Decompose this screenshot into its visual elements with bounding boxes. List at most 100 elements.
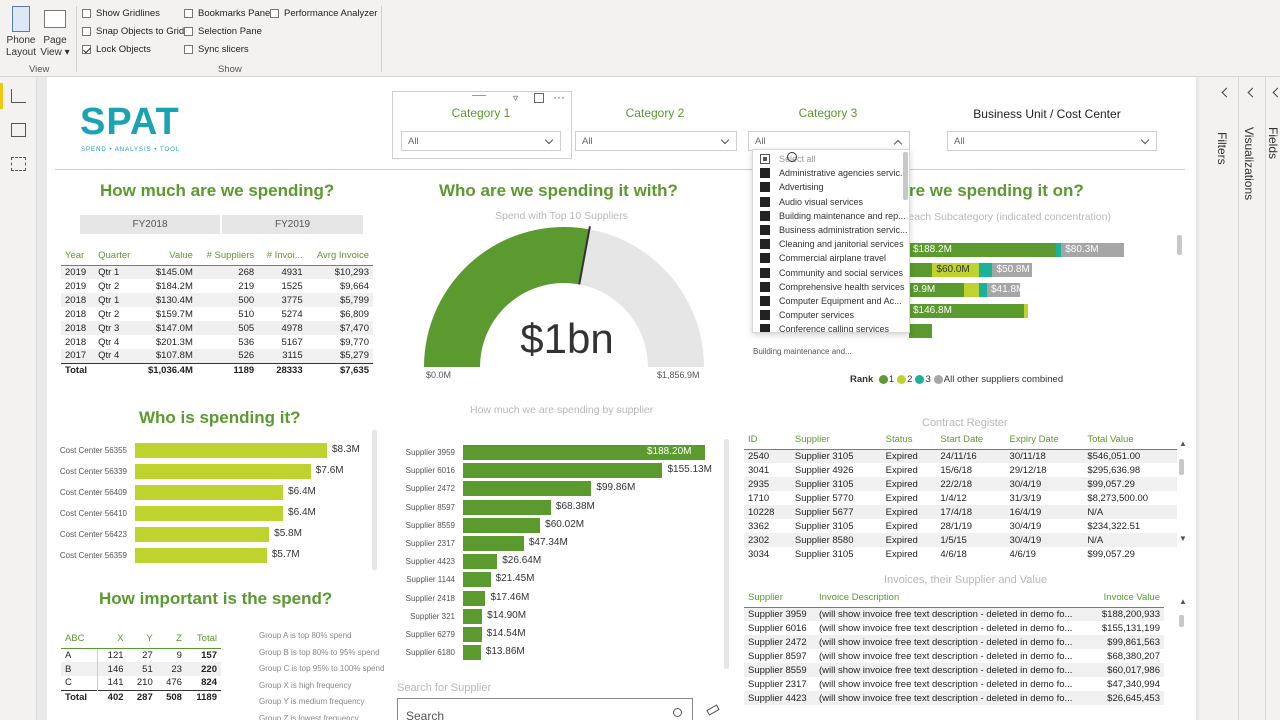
visualizations-pane-tab[interactable]: Visualizations	[1242, 127, 1256, 201]
table-row[interactable]: 2018 Qtr 2 $159.7M 510 5274 $6,809	[61, 307, 373, 321]
bar[interactable]	[463, 572, 491, 588]
bar[interactable]	[463, 499, 551, 515]
stacked-bar-segment[interactable]: 9.9M	[909, 283, 964, 298]
fy2018-button[interactable]: FY2018	[80, 215, 220, 234]
category3-option[interactable]: Computer services	[760, 310, 909, 321]
table-row[interactable]: 2935 Supplier 3105 Expired 22/2/18 30/4/19 $9…	[744, 477, 1177, 491]
stacked-bar-segment[interactable]: $60.0M	[932, 263, 980, 278]
column-header[interactable]: Start Date	[936, 431, 1006, 450]
show-gridlines-checkbox[interactable]: Show Gridlines	[82, 8, 160, 19]
scrollbar[interactable]	[724, 439, 729, 669]
category3-option[interactable]: Business administration servic...	[760, 225, 909, 235]
category3-option[interactable]: Cleaning and janitorial services	[760, 239, 909, 250]
stacked-bar-segment[interactable]: $146.8M	[909, 303, 1024, 318]
category3-option[interactable]: Administrative agencies servic...	[760, 168, 909, 179]
table-row[interactable]: 2018 Qtr 1 $130.4M 500 3775 $5,799	[61, 293, 373, 307]
category3-dropdown[interactable]: All	[748, 131, 910, 151]
bar[interactable]	[463, 517, 541, 533]
stacked-bar-segment[interactable]	[909, 323, 933, 338]
category3-option[interactable]: Audio visual services	[760, 196, 909, 207]
scroll-up-icon[interactable]: ▲	[1179, 597, 1187, 606]
eraser-icon[interactable]	[706, 704, 720, 716]
category1-dropdown[interactable]: All	[401, 131, 561, 151]
table-row[interactable]: B 146 51 23 220	[61, 662, 221, 676]
bar[interactable]	[463, 445, 705, 460]
bar[interactable]	[463, 645, 481, 661]
performance-analyzer-checkbox[interactable]: Performance Analyzer	[270, 8, 377, 19]
stacked-bar-segment[interactable]	[909, 263, 933, 278]
page-view-button[interactable]: Page View ▾	[38, 6, 72, 59]
table-row[interactable]: 3362 Supplier 3105 Expired 28/1/19 30/4/19 $2…	[744, 519, 1177, 533]
fy2019-button[interactable]: FY2019	[222, 215, 363, 234]
category3-option[interactable]: Select all	[760, 154, 909, 164]
category3-option[interactable]: Computer Equipment and Ac...	[760, 296, 909, 306]
column-header[interactable]: ID	[744, 431, 791, 450]
column-header[interactable]: # Invoi...	[258, 247, 307, 266]
column-header[interactable]: X	[97, 630, 128, 649]
stacked-bar-segment[interactable]: $80.3M	[1061, 243, 1124, 257]
column-header[interactable]: Avrg Invoice	[306, 247, 373, 266]
table-row[interactable]: 2017 Qtr 4 $107.8M 526 3115 $5,279	[61, 349, 373, 363]
column-header[interactable]: Quarter	[94, 247, 139, 266]
snap-to-grid-checkbox[interactable]: Snap Objects to Grid	[82, 26, 184, 37]
scroll-down-icon[interactable]: ▼	[1179, 534, 1187, 543]
model-view-icon[interactable]	[11, 157, 26, 171]
table-row[interactable]: 3041 Supplier 4926 Expired 15/6/18 29/12/18 $…	[744, 463, 1177, 477]
bar[interactable]	[463, 536, 524, 551]
bar[interactable]	[463, 590, 486, 606]
category3-option[interactable]: Building maintenance and rep...	[760, 210, 909, 221]
stacked-bar-segment[interactable]: $50.8M	[992, 263, 1033, 278]
phone-layout-button[interactable]: Phone Layout	[4, 6, 38, 59]
table-row[interactable]: 2302 Supplier 8580 Expired 1/5/15 30/4/19 N/A	[744, 533, 1177, 547]
bar[interactable]	[135, 548, 267, 563]
scrollbar[interactable]	[1179, 459, 1184, 475]
supplier-search-input[interactable]: Search	[397, 698, 693, 720]
bar[interactable]	[463, 608, 483, 624]
stacked-bar-segment[interactable]	[1055, 243, 1062, 257]
table-row[interactable]: Supplier 3959 (will show invoice free tex…	[744, 607, 1164, 621]
column-header[interactable]: Invoice Value	[1093, 589, 1164, 608]
column-header[interactable]: Total	[185, 630, 221, 649]
column-header[interactable]: Status	[881, 431, 937, 450]
selection-pane-checkbox[interactable]: Selection Pane	[184, 26, 262, 37]
bar[interactable]	[463, 481, 592, 497]
column-header[interactable]: Expiry Date	[1005, 431, 1084, 450]
table-row[interactable]: 2540 Supplier 3105 Expired 24/11/16 30/11/18…	[744, 449, 1177, 463]
category3-option[interactable]: Comprehensive health services	[760, 281, 909, 292]
bar[interactable]	[135, 464, 311, 479]
table-row[interactable]: Supplier 8597 (will show invoice free tex…	[744, 649, 1164, 663]
filters-pane-tab[interactable]: Filters	[1215, 132, 1229, 165]
scrollbar[interactable]	[372, 430, 377, 570]
bar[interactable]	[135, 527, 270, 542]
bar[interactable]	[463, 554, 498, 570]
table-row[interactable]: Supplier 8559 (will show invoice free tex…	[744, 663, 1164, 677]
column-header[interactable]: Z	[156, 630, 186, 649]
category3-dropdown-list[interactable]: Select all Administrative agencies servic…	[752, 149, 910, 333]
list-scrollbar[interactable]	[903, 152, 908, 200]
bookmarks-pane-checkbox[interactable]: Bookmarks Pane	[184, 8, 270, 19]
column-header[interactable]: ABC	[61, 630, 98, 649]
column-header[interactable]: Value	[138, 247, 197, 266]
business-unit-dropdown[interactable]: All	[947, 131, 1157, 151]
more-options-icon[interactable]: ···	[553, 90, 565, 104]
table-row[interactable]: Supplier 4423 (will show invoice free tex…	[744, 691, 1164, 705]
table-row[interactable]: Supplier 6016 (will show invoice free tex…	[744, 621, 1164, 635]
category3-option[interactable]: Conference calling services	[760, 324, 909, 332]
stacked-bar-segment[interactable]	[979, 283, 987, 298]
lock-objects-checkbox[interactable]: Lock Objects	[82, 44, 151, 55]
column-header[interactable]: Supplier	[744, 589, 815, 608]
table-row[interactable]: 2019 Qtr 1 $145.0M 268 4931 $10,293	[61, 265, 373, 279]
bar[interactable]	[463, 463, 663, 479]
table-row[interactable]: 2018 Qtr 3 $147.0M 505 4978 $7,470	[61, 321, 373, 335]
table-row[interactable]: Supplier 2472 (will show invoice free tex…	[744, 635, 1164, 649]
category3-option[interactable]: Advertising	[760, 182, 909, 193]
stacked-bar-segment[interactable]	[1023, 303, 1028, 318]
sync-slicers-checkbox[interactable]: Sync slicers	[184, 44, 249, 55]
stacked-bar-segment[interactable]: $188.2M	[909, 243, 1056, 257]
bar[interactable]	[135, 506, 284, 521]
column-header[interactable]: # Suppliers	[196, 247, 259, 266]
collapse-visualizations-chevron-icon[interactable]	[1247, 87, 1258, 98]
table-row[interactable]: 2019 Qtr 2 $184.2M 219 1525 $9,664	[61, 279, 373, 293]
scrollbar[interactable]	[1179, 615, 1184, 627]
collapse-filters-chevron-icon[interactable]	[1221, 87, 1232, 98]
